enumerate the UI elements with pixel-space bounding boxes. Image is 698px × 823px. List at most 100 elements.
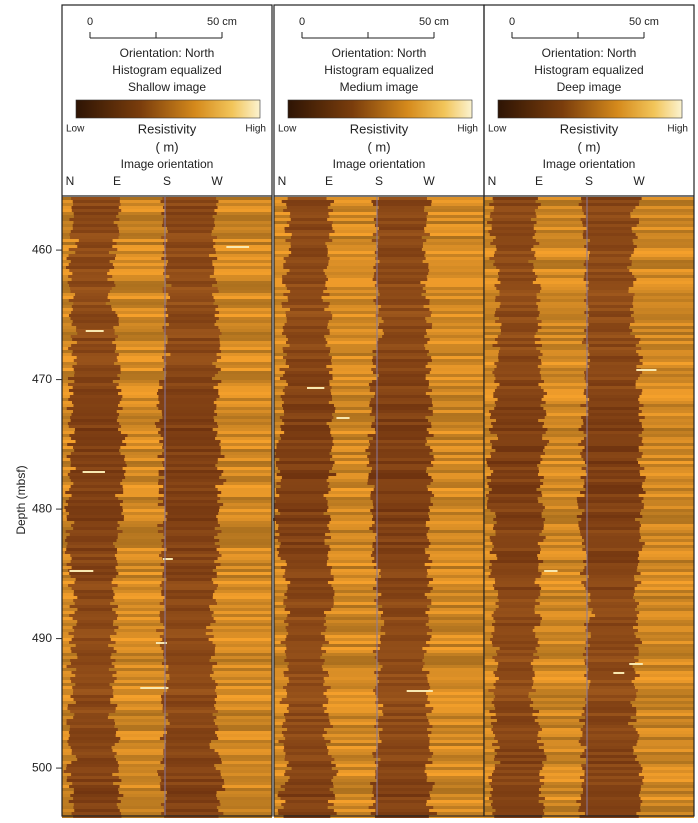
texture [584, 773, 639, 776]
texture [164, 467, 218, 470]
texture [71, 812, 122, 815]
texture [484, 398, 694, 401]
texture [68, 254, 116, 257]
texture [495, 608, 535, 611]
texture [162, 242, 216, 245]
texture [73, 635, 110, 638]
texture [500, 281, 533, 284]
texture [584, 494, 639, 497]
texture [587, 242, 634, 245]
texture [375, 302, 430, 305]
texture [372, 380, 429, 383]
texture [65, 509, 123, 512]
texture [165, 716, 217, 719]
texture [286, 695, 327, 698]
texture [580, 404, 644, 407]
texture [493, 683, 534, 686]
texture [286, 629, 326, 632]
texture [287, 614, 326, 617]
texture [283, 410, 335, 413]
orientation-label: E [113, 174, 121, 188]
texture [277, 539, 325, 542]
texture [161, 545, 220, 548]
texture [67, 776, 119, 779]
texture [275, 500, 328, 503]
texture [62, 713, 272, 716]
header-line: Orientation: North [120, 46, 215, 60]
texture [490, 416, 545, 419]
colorbar-low: Low [66, 124, 85, 135]
texture [491, 785, 541, 788]
texture [587, 638, 641, 641]
texture [586, 695, 637, 698]
texture [377, 746, 429, 749]
texture [274, 758, 484, 761]
texture [76, 356, 117, 359]
texture [497, 590, 540, 593]
texture [283, 734, 323, 737]
texture [497, 557, 539, 560]
texture [165, 515, 217, 518]
texture [282, 326, 328, 329]
texture [286, 353, 329, 356]
texture [495, 311, 540, 314]
texture [584, 275, 635, 278]
texture [495, 581, 535, 584]
texture [69, 614, 118, 617]
texture [283, 749, 329, 752]
texture [70, 290, 110, 293]
texture [283, 263, 329, 266]
texture [494, 407, 544, 410]
texture [287, 587, 334, 590]
texture [285, 638, 325, 641]
texture [163, 632, 206, 635]
texture [161, 551, 219, 554]
texture [285, 644, 323, 647]
texture [590, 359, 640, 362]
texture [578, 740, 638, 743]
texture [491, 632, 536, 635]
texture [584, 374, 640, 377]
texture [373, 803, 427, 806]
texture [586, 347, 642, 350]
orientation-label: W [211, 174, 223, 188]
texture [166, 254, 210, 257]
texture [72, 617, 118, 620]
texture [166, 578, 212, 581]
texture [495, 338, 541, 341]
texture [288, 677, 324, 680]
texture [279, 416, 334, 419]
texture [62, 353, 272, 356]
texture [375, 686, 431, 689]
texture [487, 221, 537, 224]
texture [577, 503, 644, 506]
texture [284, 371, 330, 374]
texture [587, 671, 636, 674]
texture [274, 335, 484, 338]
texture [274, 569, 484, 572]
texture [159, 644, 216, 647]
texture [585, 716, 631, 719]
texture [283, 329, 330, 332]
texture [368, 806, 434, 809]
texture [69, 269, 110, 272]
texture [588, 344, 636, 347]
texture [288, 299, 323, 302]
texture [69, 570, 94, 572]
texture [73, 410, 117, 413]
texture [62, 719, 272, 722]
texture [376, 212, 428, 215]
texture [378, 242, 423, 245]
texture [584, 389, 643, 392]
texture [584, 311, 634, 314]
texture [274, 662, 484, 665]
texture [165, 458, 218, 461]
texture [584, 710, 637, 713]
texture [68, 263, 113, 266]
texture [384, 623, 426, 626]
texture [66, 665, 115, 668]
texture [62, 239, 272, 242]
texture [160, 803, 221, 806]
texture [280, 557, 329, 560]
texture [578, 506, 644, 509]
